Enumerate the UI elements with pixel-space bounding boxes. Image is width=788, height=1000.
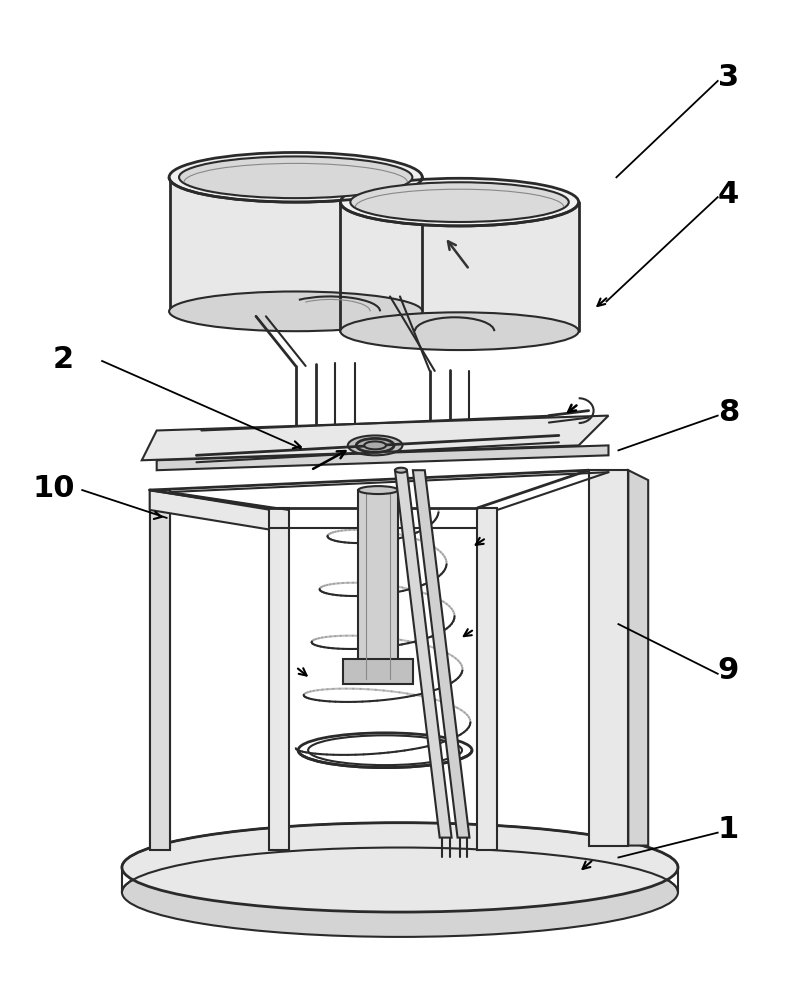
Text: 3: 3 (718, 63, 739, 92)
Ellipse shape (359, 486, 398, 494)
Ellipse shape (122, 823, 678, 912)
Text: 1: 1 (718, 815, 739, 844)
Ellipse shape (395, 468, 407, 473)
Ellipse shape (179, 156, 412, 198)
Polygon shape (395, 470, 452, 838)
Ellipse shape (122, 848, 678, 937)
Ellipse shape (364, 441, 386, 449)
Ellipse shape (340, 178, 578, 226)
Ellipse shape (169, 152, 422, 202)
Ellipse shape (340, 312, 578, 350)
Polygon shape (150, 490, 271, 530)
Polygon shape (589, 470, 628, 846)
Polygon shape (157, 445, 608, 470)
Text: 4: 4 (718, 180, 739, 209)
Text: 2: 2 (53, 345, 73, 374)
Polygon shape (150, 490, 169, 848)
Polygon shape (340, 202, 578, 331)
Text: 9: 9 (718, 656, 739, 685)
Polygon shape (269, 508, 288, 850)
Ellipse shape (351, 182, 569, 222)
Polygon shape (344, 659, 413, 684)
Polygon shape (478, 508, 497, 850)
Text: 10: 10 (32, 474, 75, 503)
Text: 8: 8 (718, 398, 739, 427)
Ellipse shape (169, 291, 422, 331)
Polygon shape (150, 490, 169, 850)
Polygon shape (413, 470, 470, 838)
Ellipse shape (348, 435, 403, 455)
Polygon shape (169, 177, 422, 311)
Polygon shape (142, 416, 608, 460)
Polygon shape (628, 470, 649, 846)
Polygon shape (359, 490, 398, 679)
Ellipse shape (356, 438, 394, 452)
